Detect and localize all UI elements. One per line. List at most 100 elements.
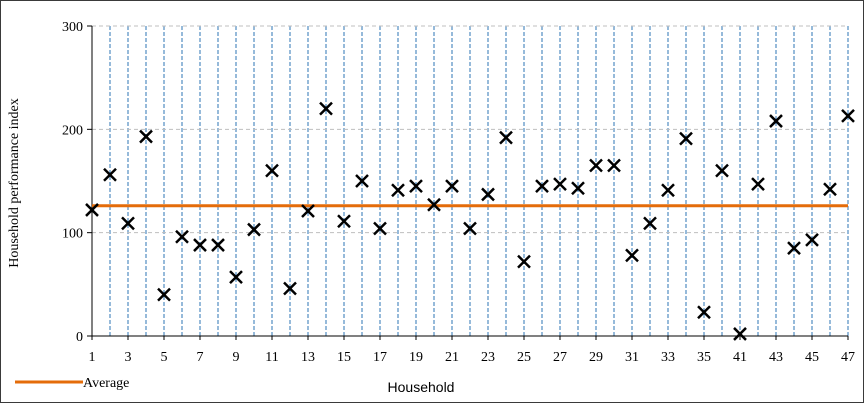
data-point: [805, 233, 819, 247]
data-point-stroke: [355, 174, 369, 188]
y-tick-label: 200: [62, 123, 83, 138]
data-point: [175, 229, 189, 244]
data-point-stroke: [463, 221, 477, 236]
data-point-stroke: [625, 248, 639, 263]
data-point-stroke: [103, 167, 117, 182]
data-point-stroke: [283, 281, 297, 296]
data-point: [841, 109, 855, 123]
data-point-stroke: [139, 129, 153, 144]
data-point: [733, 327, 747, 341]
x-tick-label: 47: [841, 350, 855, 365]
data-point: [715, 163, 729, 178]
data-point: [481, 187, 495, 202]
legend-average-label: Average: [83, 376, 129, 391]
x-tick-label: 35: [697, 350, 711, 365]
data-point: [355, 174, 369, 188]
grid-layer: [91, 25, 849, 336]
data-point-stroke: [751, 177, 765, 191]
x-tick-label: 41: [733, 350, 747, 365]
data-point: [319, 101, 333, 116]
data-point: [643, 216, 657, 231]
data-point: [445, 179, 459, 194]
x-tick-label: 15: [337, 350, 351, 365]
data-point-stroke: [499, 130, 513, 145]
data-point: [283, 281, 297, 296]
x-tick-label: 31: [625, 350, 639, 365]
data-point-stroke: [175, 229, 189, 244]
data-point-stroke: [229, 270, 243, 284]
x-tick-label: 13: [301, 350, 315, 365]
x-tick-label: 1: [89, 350, 96, 365]
data-point: [247, 222, 261, 237]
x-tick-label: 29: [589, 350, 603, 365]
x-tick-label: 9: [233, 350, 240, 365]
data-point-stroke: [823, 182, 837, 197]
data-point-stroke: [391, 183, 405, 198]
legend: Average: [15, 376, 129, 391]
data-point-stroke: [589, 158, 603, 173]
data-point: [193, 238, 207, 252]
data-point: [661, 183, 675, 198]
data-point-stroke: [679, 131, 693, 146]
data-point: [373, 221, 387, 236]
data-point-stroke: [427, 197, 441, 212]
data-point-stroke: [157, 287, 171, 302]
data-point: [301, 204, 315, 218]
data-point: [517, 254, 531, 269]
data-point-stroke: [841, 109, 855, 123]
x-tick-label: 27: [553, 350, 567, 365]
data-point-stroke: [319, 101, 333, 116]
data-point-stroke: [805, 233, 819, 247]
data-point: [787, 241, 801, 256]
x-tick-label: 17: [373, 350, 387, 365]
data-point-stroke: [301, 204, 315, 218]
data-point: [823, 182, 837, 197]
data-point: [499, 130, 513, 145]
data-point-stroke: [535, 179, 549, 194]
data-point-stroke: [697, 305, 711, 320]
x-tick-label: 45: [805, 350, 819, 365]
data-point-stroke: [337, 214, 351, 229]
x-tick-label: 23: [481, 350, 495, 365]
data-point: [391, 183, 405, 198]
x-tick-label: 43: [769, 350, 783, 365]
data-point: [103, 167, 117, 182]
data-point-stroke: [265, 163, 279, 178]
data-point-stroke: [121, 216, 135, 231]
x-tick-label: 25: [517, 350, 531, 365]
data-point: [337, 214, 351, 229]
x-tick-label: 19: [409, 350, 423, 365]
y-tick-label: 300: [62, 20, 83, 35]
data-point: [409, 179, 423, 194]
data-point-stroke: [553, 177, 567, 191]
data-point: [427, 197, 441, 212]
data-point: [769, 114, 783, 128]
data-point-stroke: [715, 163, 729, 178]
x-tick-label: 5: [161, 350, 168, 365]
data-point-stroke: [571, 181, 585, 196]
data-point: [229, 270, 243, 284]
x-tick-label: 3: [125, 350, 132, 365]
data-point: [589, 158, 603, 173]
data-point-stroke: [769, 114, 783, 128]
data-point: [139, 129, 153, 144]
data-point-stroke: [517, 254, 531, 269]
data-point-stroke: [733, 327, 747, 341]
y-axis-title: Household performance index: [7, 98, 22, 268]
data-point: [121, 216, 135, 231]
y-tick-label: 0: [76, 330, 83, 345]
data-point-stroke: [211, 238, 225, 252]
data-point-stroke: [409, 179, 423, 194]
data-point-stroke: [85, 203, 99, 217]
data-point: [211, 238, 225, 252]
axis-layer: [87, 25, 849, 340]
data-point-stroke: [193, 238, 207, 252]
x-axis-title: Household: [388, 379, 455, 395]
data-point: [679, 131, 693, 146]
x-tick-label: 21: [445, 350, 459, 365]
data-point: [463, 221, 477, 236]
data-point: [157, 287, 171, 302]
